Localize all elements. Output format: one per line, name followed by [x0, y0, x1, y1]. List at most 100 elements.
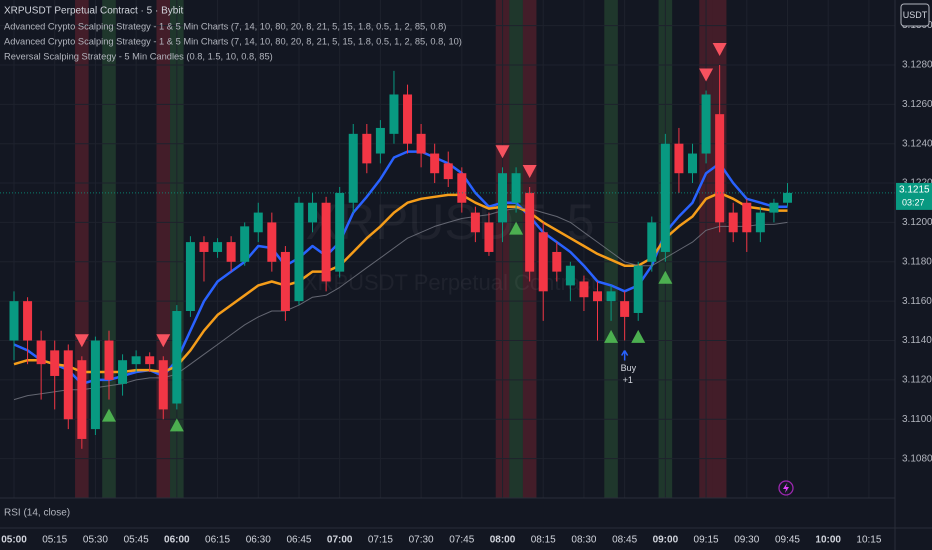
- candle-body: [308, 202, 318, 223]
- chart-title: XRPUSDT Perpetual Contract · 5 · Bybit: [4, 6, 184, 17]
- ma-line: [13, 208, 788, 401]
- candle-body: [131, 356, 141, 365]
- y-tick-label: 3.1160: [902, 296, 932, 307]
- x-tick-label: 07:45: [449, 535, 474, 546]
- buy-signal: [604, 329, 619, 343]
- candle-body: [253, 212, 263, 233]
- candle-body: [199, 242, 209, 252]
- y-tick-label: 3.1100: [902, 414, 932, 425]
- signal-band: [156, 0, 171, 498]
- buy-signal: [658, 270, 673, 284]
- x-tick-label: 08:00: [490, 535, 516, 546]
- candle-body: [267, 222, 277, 262]
- annotation-text: Buy: [621, 363, 637, 373]
- candle-body: [226, 242, 236, 262]
- alert-circle[interactable]: [778, 480, 794, 496]
- countdown-label: 03:27: [902, 197, 925, 207]
- candle-body: [213, 242, 223, 252]
- x-tick-label: 06:00: [164, 535, 190, 546]
- x-tick-label: 10:15: [856, 535, 881, 546]
- y-tick-label: 3.1140: [902, 335, 932, 346]
- candle-body: [118, 360, 128, 384]
- candle-body: [552, 251, 562, 272]
- signal-band: [604, 0, 618, 498]
- y-tick-label: 3.1200: [902, 217, 932, 228]
- sell-signal: [699, 68, 714, 82]
- candle-body: [348, 133, 358, 203]
- candle-body: [715, 114, 725, 223]
- ma-line: [13, 191, 788, 374]
- candle-body: [185, 242, 195, 312]
- candle-body: [321, 202, 331, 282]
- signal-band: [509, 0, 523, 498]
- x-tick-label: 06:30: [246, 535, 271, 546]
- candle-body: [23, 301, 33, 341]
- currency-label[interactable]: USDT: [903, 10, 928, 20]
- candle-body: [430, 153, 440, 174]
- currency-box[interactable]: [900, 3, 930, 27]
- indicator-label[interactable]: Advanced Crypto Scalping Strategy - 1 & …: [4, 36, 462, 46]
- x-tick-label: 07:00: [327, 535, 353, 546]
- candle-body: [660, 143, 670, 252]
- x-tick-label: 09:45: [775, 535, 800, 546]
- y-tick-label: 3.1260: [902, 99, 932, 110]
- candle-body: [538, 232, 548, 292]
- y-tick-label: 3.1240: [902, 138, 932, 149]
- alert-bolt[interactable]: [783, 483, 789, 493]
- candle-body: [470, 212, 480, 233]
- candle-body: [755, 212, 765, 233]
- x-tick-label: 08:45: [612, 535, 637, 546]
- candle-body: [443, 163, 453, 180]
- buy-signal: [509, 221, 524, 235]
- candle-body: [90, 340, 100, 430]
- x-tick-label: 05:15: [42, 535, 67, 546]
- candle-body: [484, 222, 494, 252]
- candle-body: [606, 291, 616, 302]
- candle-body: [375, 127, 385, 154]
- candle-body: [701, 94, 711, 154]
- candle-body: [158, 360, 168, 410]
- candle-body: [457, 173, 467, 203]
- candle-body: [9, 301, 19, 341]
- indicator-label[interactable]: Advanced Crypto Scalping Strategy - 1 & …: [4, 21, 446, 31]
- alert-icon[interactable]: [778, 480, 794, 496]
- candle-body: [50, 350, 60, 376]
- candle-body: [104, 340, 114, 380]
- candle-body: [579, 281, 589, 298]
- candle-body: [633, 265, 643, 313]
- buy-signal: [169, 418, 184, 432]
- indicator-label[interactable]: Reversal Scalping Strategy - 5 Min Candl…: [4, 51, 273, 61]
- candle-body: [63, 350, 73, 420]
- x-tick-label: 07:30: [409, 535, 434, 546]
- candle-body: [362, 133, 372, 164]
- candle-body: [294, 202, 304, 302]
- y-tick-label: 3.1180: [902, 256, 932, 267]
- candle-body: [769, 202, 779, 213]
- x-tick-label: 06:15: [205, 535, 230, 546]
- sell-signal: [156, 334, 171, 348]
- candle-body: [674, 143, 684, 174]
- candle-body: [77, 360, 87, 439]
- x-tick-label: 09:00: [653, 535, 679, 546]
- signal-band: [102, 0, 116, 498]
- sell-signal: [712, 42, 727, 56]
- candle-body: [688, 153, 697, 174]
- candle-body: [647, 222, 657, 262]
- x-tick-label: 06:45: [286, 535, 311, 546]
- candle-body: [403, 94, 413, 144]
- candle-body: [416, 133, 426, 154]
- y-tick-label: 3.1280: [902, 60, 932, 71]
- last-price-label: 3.1215: [899, 185, 930, 196]
- lower-pane-title: RSI (14, close): [4, 508, 70, 519]
- candle-body: [620, 301, 630, 317]
- candle-body: [498, 173, 508, 223]
- last-price-box: [896, 182, 932, 210]
- candle-body: [389, 94, 399, 134]
- candle-body: [145, 356, 155, 365]
- sell-signal: [74, 334, 89, 348]
- candle-body: [565, 265, 575, 286]
- buy-signal: [631, 329, 646, 343]
- x-tick-label: 05:00: [1, 535, 27, 546]
- sell-signal: [522, 164, 537, 178]
